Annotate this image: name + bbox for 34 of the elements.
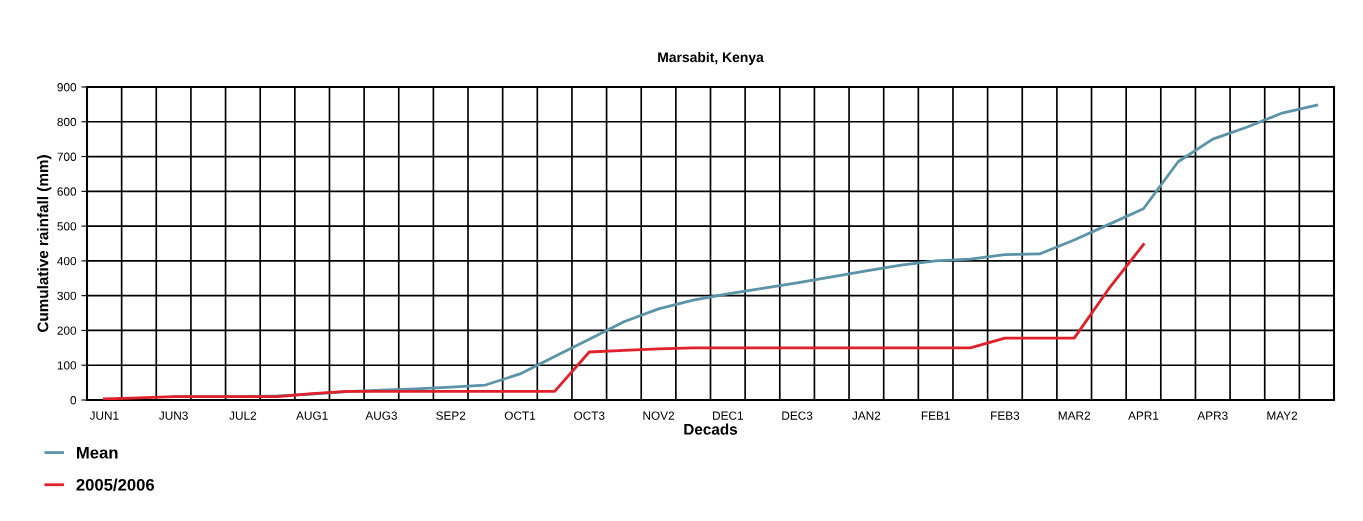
line-series	[102, 243, 1145, 400]
legend-label: Mean	[77, 446, 118, 459]
x-tick-label: JUN3	[159, 411, 188, 420]
y-tick-label: 200	[57, 326, 77, 335]
y-tick-label: 600	[57, 187, 77, 196]
x-tick-label: JUL2	[229, 411, 257, 420]
x-tick-label: SEP2	[436, 411, 466, 420]
y-tick-label: 0	[70, 396, 77, 405]
y-tick-label: 300	[57, 291, 77, 301]
x-tick-label: FEB1	[921, 411, 950, 420]
chart-title: Marsabit, Kenya	[658, 51, 764, 65]
x-tick-label: APR3	[1197, 411, 1228, 420]
y-tick-label: 800	[57, 117, 77, 127]
x-axis-title: Decads	[684, 423, 738, 435]
x-tick-label: JAN2	[852, 411, 881, 420]
y-tick-label: 100	[57, 361, 77, 370]
x-tick-label: AUG3	[365, 411, 397, 420]
x-tick-label: NOV2	[643, 411, 675, 420]
y-tick-label: 400	[57, 256, 77, 266]
legend-label: 2005/2006	[76, 478, 155, 491]
y-axis-title: Cumulative rainfall (mm)	[37, 155, 52, 333]
x-tick-label: MAR2	[1058, 411, 1091, 420]
x-tick-label: OCT3	[574, 411, 605, 420]
x-tick-label: OCT1	[504, 411, 536, 420]
x-tick-label: MAY2	[1267, 411, 1298, 420]
x-tick-label: DEC3	[782, 411, 813, 420]
y-tick-label: 700	[57, 152, 77, 161]
x-tick-label: FEB3	[991, 411, 1020, 420]
y-tick-label: 900	[57, 83, 77, 92]
y-tick-label: 500	[57, 222, 77, 231]
x-tick-label: APR1	[1128, 411, 1159, 420]
x-tick-label: AUG1	[296, 411, 328, 420]
x-tick-label: JUN1	[89, 411, 119, 420]
x-tick-label: DEC1	[713, 411, 743, 420]
